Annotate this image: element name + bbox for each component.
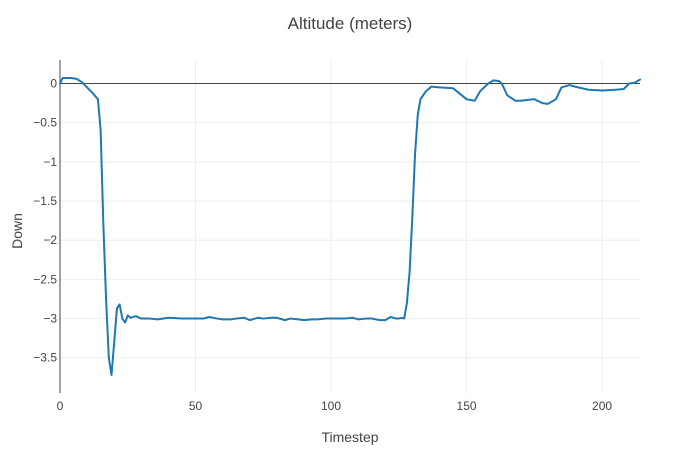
grid-lines xyxy=(60,60,640,393)
series-layer xyxy=(59,77,641,376)
y-tick-label: −2 xyxy=(43,233,57,247)
y-tick-label: −2.5 xyxy=(33,272,57,286)
y-axis-title: Down xyxy=(9,213,25,249)
x-tick-label: 50 xyxy=(189,399,203,413)
x-tick-label: 100 xyxy=(321,399,341,413)
series-line xyxy=(59,77,641,376)
y-tick-label: −1.5 xyxy=(33,194,57,208)
y-tick-label: −3.5 xyxy=(33,351,57,365)
y-tick-label: 0 xyxy=(50,77,57,91)
chart-title: Altitude (meters) xyxy=(288,14,413,33)
x-tick-label: 150 xyxy=(457,399,477,413)
x-tick-label: 200 xyxy=(592,399,612,413)
tick-labels: 0 50 100 150 200 0 −0.5 −1 −1.5 −2 −2.5 −3 −3.5 xyxy=(33,77,612,413)
y-tick-label: −3 xyxy=(43,312,57,326)
x-axis-title: Timestep xyxy=(321,429,378,445)
y-tick-label: −0.5 xyxy=(33,116,57,130)
axes xyxy=(59,60,640,393)
y-tick-label: −1 xyxy=(43,155,57,169)
x-tick-label: 0 xyxy=(57,399,64,413)
